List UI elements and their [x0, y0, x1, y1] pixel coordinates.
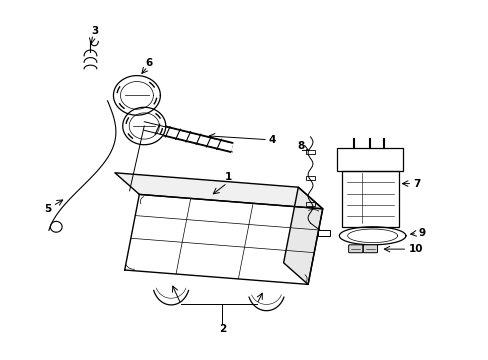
Text: 4: 4: [268, 135, 276, 145]
Text: 7: 7: [412, 179, 420, 189]
Text: 9: 9: [417, 228, 425, 238]
Polygon shape: [115, 173, 322, 209]
Bar: [305, 150, 315, 154]
Polygon shape: [337, 148, 403, 171]
Bar: [305, 202, 315, 206]
Text: 3: 3: [92, 26, 99, 36]
Bar: [342, 171, 398, 227]
Text: 8: 8: [297, 141, 304, 151]
Bar: [337, 148, 403, 171]
Text: 1: 1: [225, 172, 232, 182]
Polygon shape: [113, 76, 160, 115]
Polygon shape: [339, 227, 405, 245]
Bar: [317, 230, 329, 236]
Text: 2: 2: [219, 324, 225, 334]
Text: 6: 6: [145, 58, 152, 68]
Text: 10: 10: [407, 244, 422, 254]
FancyBboxPatch shape: [348, 245, 362, 253]
Polygon shape: [122, 107, 165, 145]
Polygon shape: [124, 194, 322, 284]
Bar: [305, 176, 315, 180]
Polygon shape: [342, 171, 398, 227]
FancyBboxPatch shape: [363, 245, 377, 253]
Text: 5: 5: [44, 204, 51, 214]
Polygon shape: [283, 187, 322, 284]
